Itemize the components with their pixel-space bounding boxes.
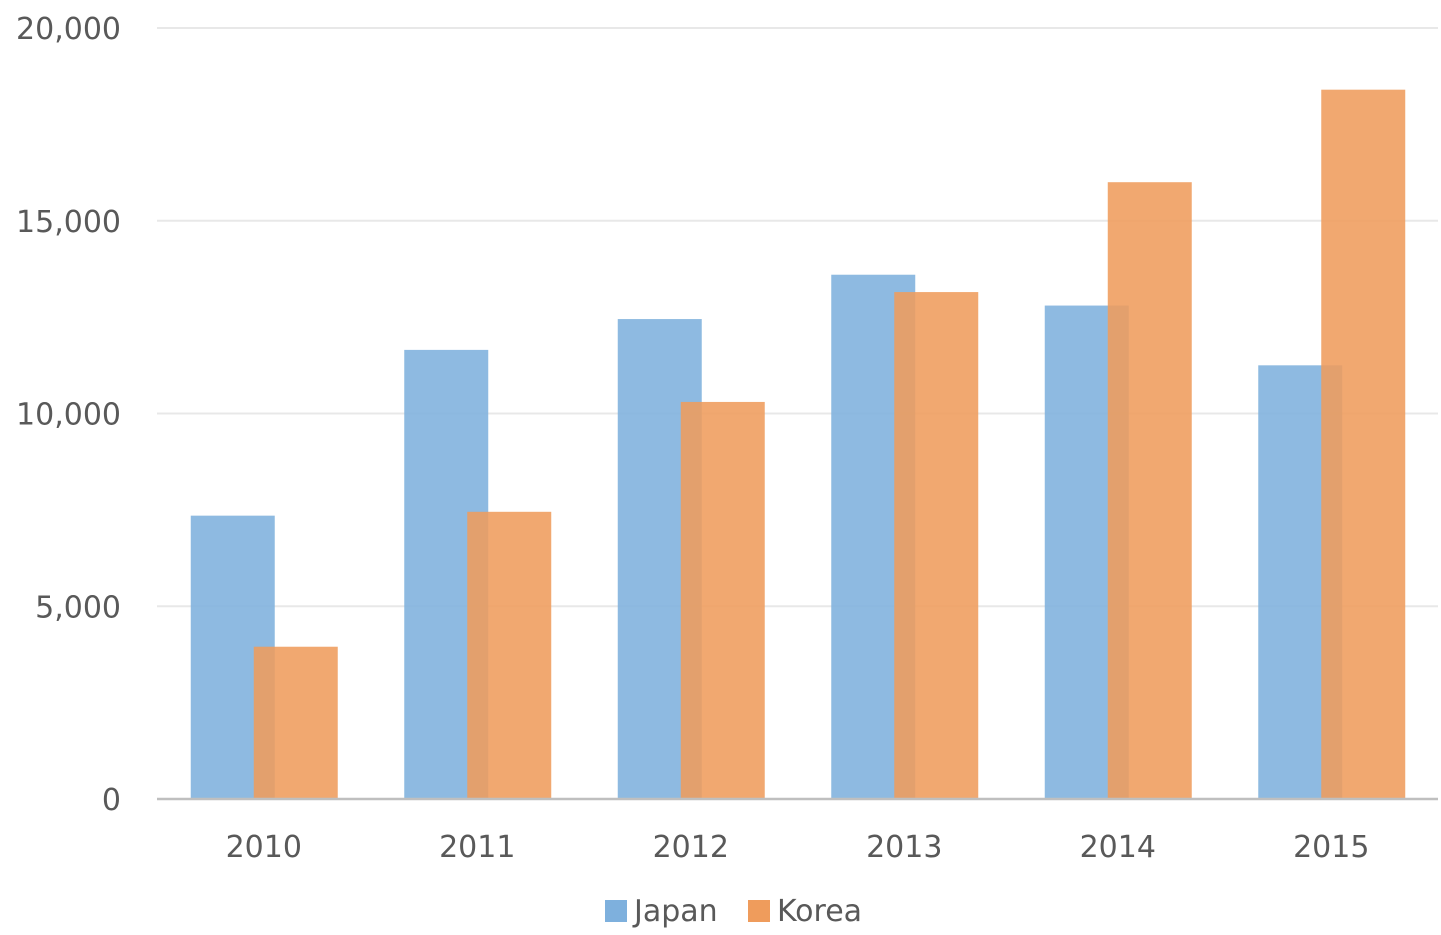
x-tick-label: 2011 xyxy=(439,830,515,865)
x-axis-ticks: 2010 2011 2012 2013 2014 2015 xyxy=(226,830,1370,865)
legend-swatch xyxy=(748,900,770,922)
legend-item-korea: Korea xyxy=(748,894,862,929)
x-tick-label: 2015 xyxy=(1293,830,1369,865)
y-axis-ticks: 0 5,000 10,000 15,000 20,000 xyxy=(16,12,121,818)
y-tick-label: 10,000 xyxy=(16,398,121,433)
legend-swatch xyxy=(605,900,627,922)
bar-korea-2011 xyxy=(467,511,552,799)
x-tick-label: 2012 xyxy=(653,830,729,865)
legend: Japan Korea xyxy=(605,894,862,929)
y-tick-label: 15,000 xyxy=(16,205,121,240)
bar-korea-2013 xyxy=(894,292,979,799)
legend-label: Japan xyxy=(632,894,718,929)
bars xyxy=(190,89,1406,800)
x-tick-label: 2014 xyxy=(1080,830,1156,865)
y-tick-label: 0 xyxy=(102,783,121,818)
bar-korea-2014 xyxy=(1107,182,1192,799)
legend-label: Korea xyxy=(777,894,862,929)
gridlines xyxy=(157,27,1438,608)
bar-korea-2012 xyxy=(680,401,765,799)
bar-korea-2010 xyxy=(253,646,338,799)
legend-item-japan: Japan xyxy=(605,894,718,929)
x-tick-label: 2010 xyxy=(226,830,302,865)
y-tick-label: 5,000 xyxy=(35,590,121,625)
x-tick-label: 2013 xyxy=(866,830,942,865)
y-tick-label: 20,000 xyxy=(16,12,121,47)
bar-korea-2015 xyxy=(1321,89,1406,800)
series-korea xyxy=(253,89,1406,800)
